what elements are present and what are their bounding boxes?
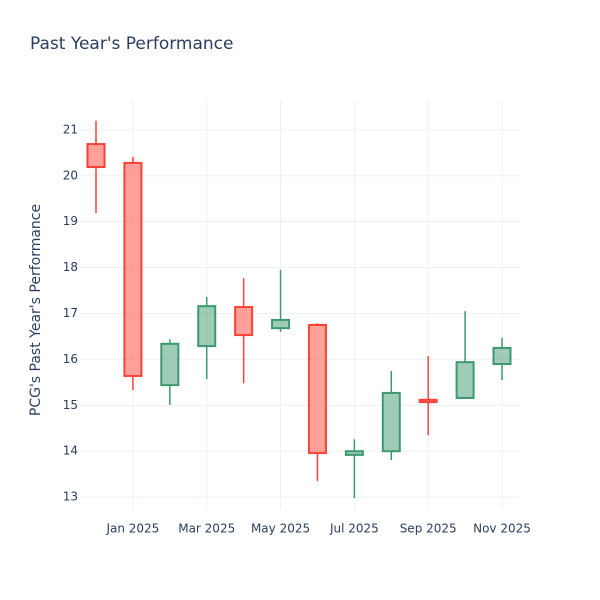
candle-body xyxy=(381,391,401,453)
candle-body xyxy=(123,161,143,377)
candle-body xyxy=(86,143,106,169)
y-tick-label: 13 xyxy=(63,490,78,504)
y-tick-label: 19 xyxy=(63,214,78,228)
y-tick-label: 18 xyxy=(63,260,78,274)
x-tick-label: Sep 2025 xyxy=(400,522,457,536)
y-tick-label: 15 xyxy=(63,398,78,412)
x-tick-label: Jul 2025 xyxy=(329,522,379,536)
y-tick-label: 21 xyxy=(63,122,78,136)
candle-body xyxy=(344,450,364,456)
y-axis-title: PCG's Past Year's Performance xyxy=(28,204,44,416)
candle-body xyxy=(492,346,512,365)
y-tick-label: 20 xyxy=(63,168,78,182)
candle-body xyxy=(455,361,475,399)
x-tick-label: Nov 2025 xyxy=(473,522,531,536)
candle-body xyxy=(160,342,180,387)
candle-body xyxy=(234,306,254,337)
candle-body xyxy=(418,398,438,404)
x-tick-label: Mar 2025 xyxy=(178,522,235,536)
chart-title: Past Year's Performance xyxy=(30,34,234,54)
y-tick-label: 14 xyxy=(63,444,78,458)
candle-body xyxy=(197,305,217,348)
y-tick-label: 16 xyxy=(63,352,78,366)
x-tick-label: May 2025 xyxy=(251,522,310,536)
y-tick-label: 17 xyxy=(63,306,78,320)
x-tick-label: Jan 2025 xyxy=(105,522,159,536)
candle-body xyxy=(307,323,327,455)
candle-body xyxy=(271,318,291,330)
